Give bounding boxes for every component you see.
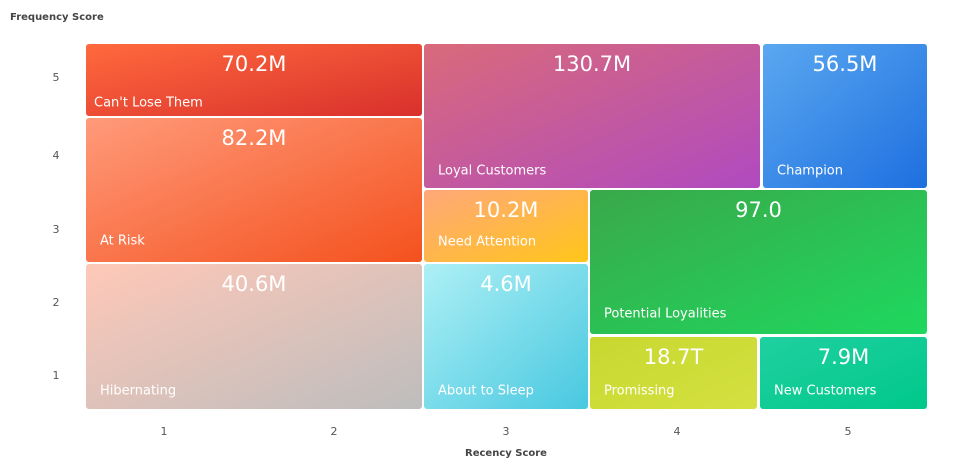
segment bbox=[424, 264, 588, 409]
segment bbox=[424, 44, 760, 188]
segment-name: Champion bbox=[777, 164, 843, 179]
x-tick-label: 3 bbox=[503, 425, 510, 438]
segment-value: 4.6M bbox=[480, 272, 532, 296]
y-tick-label: 2 bbox=[53, 296, 60, 309]
x-tick-label: 2 bbox=[331, 425, 338, 438]
segment-value: 130.7M bbox=[553, 52, 631, 76]
segment-name: Promissing bbox=[604, 384, 675, 399]
segment bbox=[86, 118, 422, 262]
segment-value: 7.9M bbox=[818, 345, 870, 369]
segment-name: New Customers bbox=[774, 384, 877, 399]
segment-value: 97.0 bbox=[735, 198, 782, 222]
segment-name: Loyal Customers bbox=[438, 164, 547, 179]
x-tick-label: 4 bbox=[674, 425, 681, 438]
segment-name: About to Sleep bbox=[438, 384, 534, 399]
segment-value: 82.2M bbox=[222, 126, 287, 150]
segment-name: Need Attention bbox=[438, 235, 536, 250]
segment bbox=[86, 264, 422, 409]
segment-value: 70.2M bbox=[222, 52, 287, 76]
segment-value: 18.7T bbox=[644, 345, 704, 369]
x-tick-label: 1 bbox=[161, 425, 168, 438]
segment-name: Potential Loyalities bbox=[604, 307, 727, 322]
y-tick-label: 3 bbox=[53, 223, 60, 236]
segment-name: Hibernating bbox=[100, 384, 176, 399]
x-axis-label: Recency Score bbox=[465, 448, 547, 459]
segment bbox=[590, 337, 757, 409]
segment bbox=[86, 44, 422, 116]
segment-value: 10.2M bbox=[474, 198, 539, 222]
segment-name: Can't Lose Them bbox=[94, 96, 203, 111]
segment bbox=[424, 190, 588, 262]
segment-value: 40.6M bbox=[222, 272, 287, 296]
segment-value: 56.5M bbox=[813, 52, 878, 76]
y-tick-label: 1 bbox=[53, 369, 60, 382]
segment-name: At Risk bbox=[100, 234, 145, 249]
y-tick-label: 5 bbox=[53, 71, 60, 84]
y-tick-label: 4 bbox=[53, 149, 60, 162]
segment bbox=[590, 190, 927, 334]
segment bbox=[760, 337, 927, 409]
y-axis-label: Frequency Score bbox=[10, 12, 104, 23]
segment bbox=[763, 44, 927, 188]
x-tick-label: 5 bbox=[845, 425, 852, 438]
